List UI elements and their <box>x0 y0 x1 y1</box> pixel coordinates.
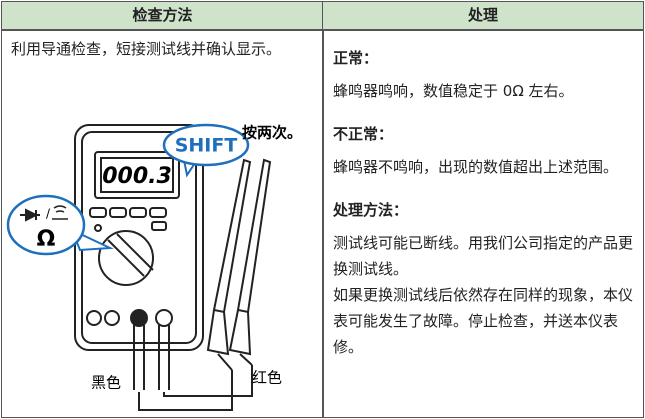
probes <box>206 158 272 371</box>
action-cell: 正常： 蜂鸣器鸣响，数值稳定于 0Ω 左右。 不正常： 蜂鸣器不鸣响，出现的数值… <box>322 29 644 418</box>
section-heading: 正常： <box>333 49 379 67</box>
section-body: 测试线可能已断线。用我们公司指定的产品更换测试线。 <box>333 234 634 278</box>
svg-text:/: / <box>46 207 51 221</box>
method-cell: 利用导通检查，短接测试线并确认显示。 <box>1 29 324 418</box>
meter <box>74 124 253 411</box>
section-heading: 不正常： <box>333 125 394 143</box>
press-note: 按两次。 <box>242 124 302 142</box>
header-cell: 检查方法 <box>1 1 324 31</box>
black-lead-label: 黑色 <box>91 374 121 392</box>
shift-bubble <box>162 123 250 167</box>
section-body: 蜂鸣器鸣响，数值稳定于 0Ω 左右。 <box>333 82 574 100</box>
section-body: 蜂鸣器不鸣响，出现的数值超出上述范围。 <box>333 158 619 176</box>
method-text: 利用导通检查，短接测试线并确认显示。 <box>11 40 282 58</box>
meter-illustration: 000.3 SHIFT 按两次。 / Ω 黑色 红色 <box>6 123 302 411</box>
section: 正常： 蜂鸣器鸣响，数值稳定于 0Ω 左右。 <box>333 45 633 104</box>
display-reading: 000.3 <box>102 164 172 189</box>
section: 处理方法： 测试线可能已断线。用我们公司指定的产品更换测试线。 如果更换测试线后… <box>333 197 633 360</box>
section-heading: 处理方法： <box>333 201 409 219</box>
section-body: 如果更换测试线后依然存在同样的现象，本仪表可能发生了故障。停止检查，并送本仪表修… <box>333 286 634 356</box>
shift-label: SHIFT <box>175 135 238 157</box>
red-lead-label: 红色 <box>252 369 282 387</box>
section: 不正常： 蜂鸣器不鸣响，出现的数值超出上述范围。 <box>333 121 633 180</box>
header-cell: 处理 <box>322 1 644 31</box>
dial-symbol: Ω <box>37 227 56 252</box>
